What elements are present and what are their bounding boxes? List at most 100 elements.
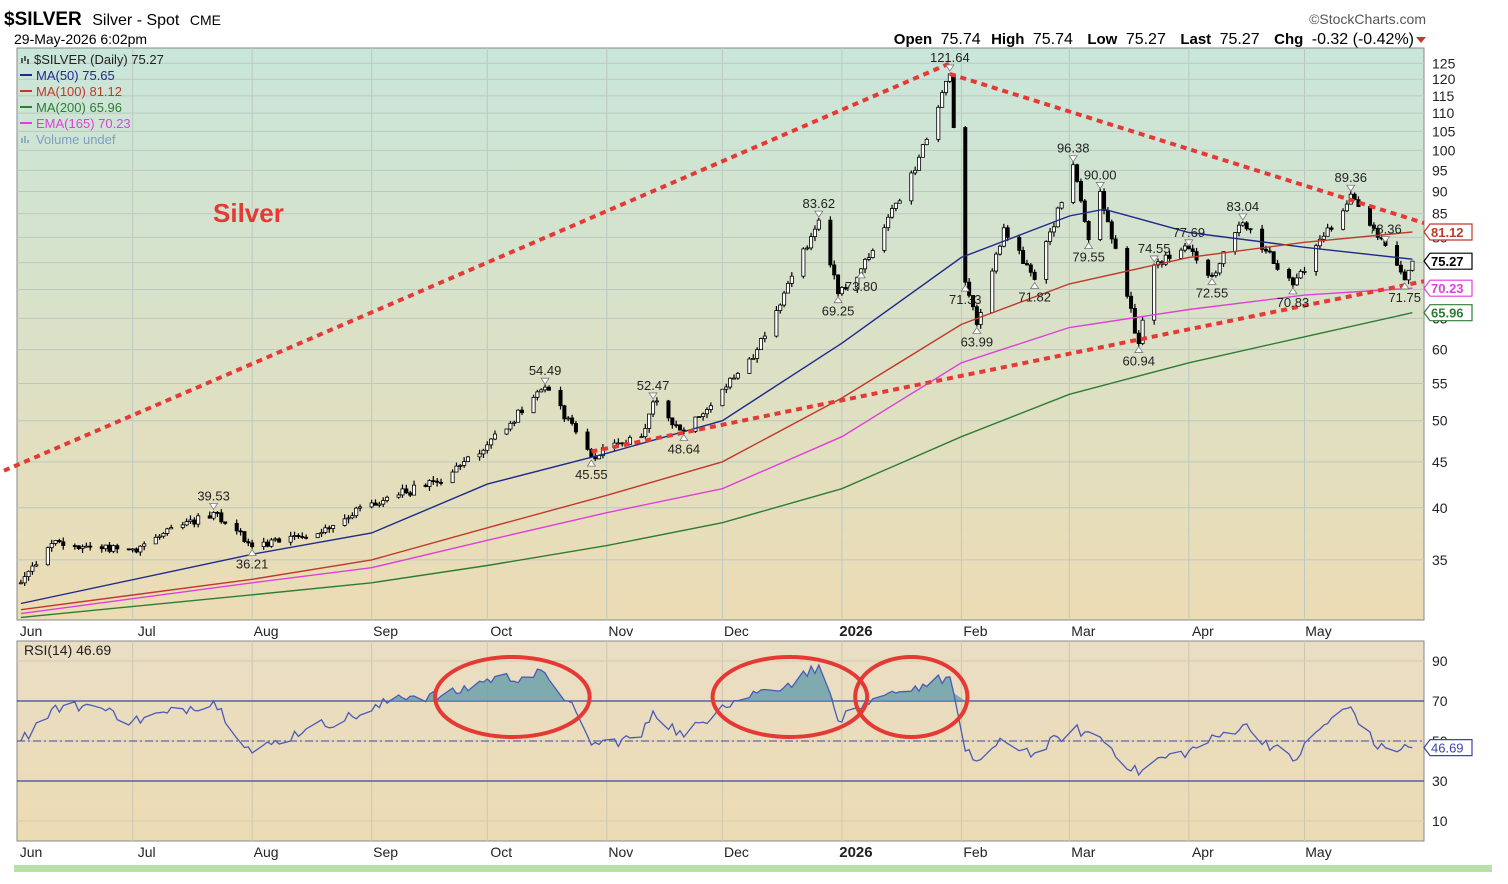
price-bar-body — [215, 511, 220, 514]
price-bar-body — [1248, 228, 1253, 231]
price-bar-body — [832, 264, 837, 276]
header-datetime: 29-May-2026 6:02pm — [14, 31, 147, 47]
price-bar-body — [519, 409, 524, 414]
annotation-pointer — [972, 326, 982, 334]
legend-label: MA(200) 65.96 — [36, 100, 122, 115]
price-bar-body — [238, 530, 243, 533]
price-bar-body — [1086, 221, 1091, 240]
price-bar-body — [627, 437, 632, 445]
price-bar-body — [1059, 202, 1064, 209]
x-tick-label: Jun — [20, 623, 43, 639]
price-bar-body — [1140, 319, 1145, 344]
annotation-pointer — [540, 377, 550, 385]
price-bar-body — [246, 541, 251, 544]
annotation-pointer — [586, 459, 597, 467]
price-bar-body — [1075, 164, 1080, 182]
price-bar-body — [435, 480, 440, 483]
annotation-pointer — [1134, 345, 1144, 353]
price-bar-body — [1098, 191, 1103, 240]
price-bar-body — [315, 533, 320, 538]
y-tick-label: 105 — [1432, 123, 1456, 139]
price-bar-body — [828, 219, 833, 266]
annotation-pointer — [1346, 184, 1356, 192]
y-tick-label: 110 — [1432, 105, 1455, 121]
price-bar-body — [153, 536, 158, 545]
price-bar-body — [762, 335, 767, 339]
annotation-label: 90.00 — [1084, 167, 1117, 182]
price-bar-body — [358, 506, 363, 509]
price-bar-body — [755, 349, 760, 359]
x-tick-label: Mar — [1071, 844, 1095, 860]
y-tick-label: 30 — [1432, 773, 1448, 789]
price-bar-body — [1136, 332, 1141, 344]
price-bar-body — [99, 546, 104, 550]
price-bar-body — [504, 428, 509, 435]
price-bar-body — [1233, 232, 1238, 253]
price-bar-body — [785, 283, 790, 294]
price-bar-body — [49, 543, 54, 549]
rsi-circles — [433, 655, 970, 739]
rsi-tag-label: 46.69 — [1431, 741, 1464, 756]
price-bar-body — [196, 515, 201, 525]
price-bar-body — [735, 373, 740, 379]
price-bar-body — [1371, 225, 1376, 229]
price-bar-body — [639, 436, 644, 439]
price-bar-body — [570, 417, 575, 424]
price-bar-body — [18, 582, 23, 585]
price-bar-body — [400, 488, 405, 496]
price-bar-body — [1051, 226, 1056, 233]
price-tag-label: 81.12 — [1431, 225, 1464, 240]
price-bar-body — [88, 545, 93, 548]
price-bar-body — [1395, 245, 1400, 266]
y-tick-label: 85 — [1432, 206, 1448, 222]
x-tick-label: Oct — [490, 623, 512, 639]
price-bar-body — [439, 481, 444, 484]
price-annotation: 72.55 — [1196, 277, 1228, 301]
price-bar-body — [454, 465, 459, 473]
price-bar-body — [234, 522, 239, 532]
annotation-label: 74.55 — [1138, 241, 1171, 256]
price-bar-body — [1325, 227, 1330, 237]
price-annotation: 96.38 — [1057, 141, 1089, 163]
x-tick-label: Sep — [373, 844, 398, 860]
price-bar-body — [886, 216, 891, 229]
price-bar-body — [809, 236, 814, 249]
legend-item: $SILVER (Daily) 75.27 — [21, 52, 164, 67]
price-bar-body — [1125, 248, 1130, 297]
price-bar-body — [138, 545, 143, 553]
price-bar-body — [1341, 210, 1346, 230]
price-bar-body — [1109, 221, 1114, 240]
price-bar-body — [1217, 263, 1222, 274]
price-bar-body — [705, 409, 710, 415]
legend-label: $SILVER (Daily) 75.27 — [34, 52, 164, 67]
annotation-label: 83.04 — [1227, 199, 1260, 214]
price-bar-body — [1398, 264, 1403, 273]
price-bar-body — [1152, 264, 1157, 321]
price-bar-body — [1129, 295, 1134, 309]
rsi-tag: 46.69 — [1423, 739, 1473, 757]
price-annotation: 36.21 — [236, 548, 268, 572]
price-annotation: 71.33 — [949, 284, 982, 307]
price-bar-body — [1167, 254, 1172, 259]
y-tick-label: 45 — [1432, 454, 1448, 470]
rsi-tag-box — [1423, 739, 1473, 757]
price-bar-body — [1267, 250, 1272, 253]
annotation-label: 121.64 — [930, 50, 970, 65]
price-bar-body — [180, 524, 185, 528]
y-tick-label: 35 — [1432, 552, 1448, 568]
annotation-label: 60.94 — [1122, 354, 1155, 369]
price-bar-body — [1001, 227, 1006, 247]
price-bar-body — [651, 401, 656, 415]
price-bar-body — [1402, 271, 1407, 281]
price-bar-body — [978, 312, 983, 325]
annotation-pointer — [1068, 155, 1078, 163]
price-bar-body — [1317, 238, 1322, 247]
price-bar-body — [72, 545, 77, 547]
down-arrow-icon — [1416, 37, 1426, 43]
price-bar-body — [924, 139, 929, 146]
annotation-label: 83.62 — [803, 196, 836, 211]
price-annotation: 52.47 — [637, 378, 669, 400]
price-annotation: 39.53 — [197, 488, 230, 511]
price-bar-body — [801, 248, 806, 277]
